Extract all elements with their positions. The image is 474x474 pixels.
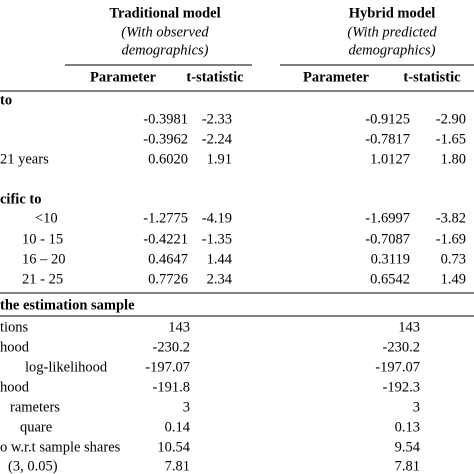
group-note: demographics) bbox=[349, 42, 436, 58]
row-label: 21 years bbox=[0, 151, 49, 167]
cell: 0.14 bbox=[165, 419, 191, 435]
cell: -230.2 bbox=[383, 339, 420, 355]
cell: -1.35 bbox=[202, 231, 232, 247]
cell: 0.6542 bbox=[370, 271, 410, 287]
cell: -0.3962 bbox=[143, 131, 188, 147]
row-label: 21 - 25 bbox=[22, 271, 63, 287]
cell: 1.80 bbox=[441, 151, 466, 167]
group-title: Traditional model bbox=[109, 5, 220, 21]
cell: -0.4221 bbox=[143, 231, 188, 247]
cell: -1.65 bbox=[436, 131, 466, 147]
column-header: t-statistic bbox=[186, 69, 244, 85]
row-label: (3, 0.05) bbox=[8, 458, 58, 474]
cell: 0.6020 bbox=[148, 151, 188, 167]
cell: 143 bbox=[398, 319, 420, 335]
cell: -1.69 bbox=[436, 231, 466, 247]
cell: 0.73 bbox=[441, 251, 466, 267]
cell: 0.7726 bbox=[148, 271, 188, 287]
cell: -230.2 bbox=[153, 339, 190, 355]
cell: 7.81 bbox=[395, 458, 420, 474]
row-label: rameters bbox=[10, 399, 60, 415]
cell: -192.3 bbox=[383, 379, 420, 395]
cell: 3 bbox=[183, 399, 190, 415]
cell: -1.2775 bbox=[143, 210, 188, 226]
cell: 10.54 bbox=[157, 439, 190, 455]
cell: 0.4647 bbox=[148, 251, 188, 267]
row-label: tions bbox=[0, 319, 29, 335]
section-title: the estimation sample bbox=[0, 297, 135, 313]
cell: -2.33 bbox=[202, 111, 232, 127]
cell: -2.24 bbox=[202, 131, 233, 147]
cell: 2.34 bbox=[207, 271, 233, 287]
row-label: quare bbox=[20, 419, 52, 435]
cell: 1.44 bbox=[207, 251, 233, 267]
cell: 3 bbox=[413, 399, 420, 415]
row-label: <10 bbox=[35, 210, 58, 226]
row-label: hood bbox=[0, 339, 30, 355]
cell: 9.54 bbox=[395, 439, 421, 455]
cell: 7.81 bbox=[165, 458, 190, 474]
cell: 0.13 bbox=[395, 419, 420, 435]
section-title: cific to bbox=[0, 191, 41, 207]
cell: 143 bbox=[168, 319, 190, 335]
row-label: log-likelihood bbox=[25, 359, 108, 375]
group-note: (With observed bbox=[121, 24, 209, 40]
cell: -4.19 bbox=[202, 210, 232, 226]
group-note: demographics) bbox=[122, 42, 209, 58]
cell: -0.9125 bbox=[365, 111, 410, 127]
cell: -0.7817 bbox=[365, 131, 410, 147]
cell: -191.8 bbox=[153, 379, 190, 395]
row-label: 16 – 20 bbox=[22, 251, 66, 267]
row-label: 10 - 15 bbox=[22, 231, 63, 247]
cell: 1.49 bbox=[441, 271, 466, 287]
section-title: to bbox=[0, 92, 12, 108]
cell: -0.7087 bbox=[365, 231, 410, 247]
cell: -3.82 bbox=[436, 210, 466, 226]
column-header: Parameter bbox=[303, 69, 370, 85]
cell: -1.6997 bbox=[365, 210, 410, 226]
cell: 0.3119 bbox=[371, 251, 410, 267]
group-note: (With predicted bbox=[347, 24, 437, 40]
cell: 1.91 bbox=[207, 151, 232, 167]
group-title: Hybrid model bbox=[349, 5, 436, 21]
column-header: t-statistic bbox=[403, 69, 461, 85]
column-header: Parameter bbox=[90, 69, 157, 85]
cell: -197.07 bbox=[375, 359, 420, 375]
row-label: hood bbox=[0, 379, 30, 395]
cell: -197.07 bbox=[145, 359, 190, 375]
row-label: o w.r.t sample shares bbox=[0, 439, 121, 455]
cell: -0.3981 bbox=[143, 111, 188, 127]
cell: 1.0127 bbox=[370, 151, 410, 167]
cell: -2.90 bbox=[436, 111, 466, 127]
